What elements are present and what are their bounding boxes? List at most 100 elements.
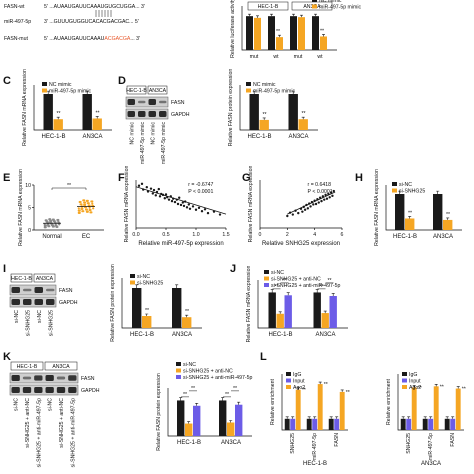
error-bar — [229, 420, 233, 423]
blot-lane-label: si-NC — [14, 398, 20, 411]
data-point — [92, 207, 95, 210]
bar — [182, 317, 192, 328]
data-point — [164, 193, 168, 196]
significance-stars: ** — [185, 309, 189, 315]
blot-header-label: HEC-1-B — [11, 276, 32, 282]
y-axis-label: Relative FASN mRNA expression — [248, 166, 254, 243]
significance-stars: ** — [262, 112, 266, 118]
blot-strip — [9, 296, 57, 308]
error-bar — [318, 381, 322, 385]
error-bar — [434, 384, 438, 387]
comparison-bracket — [51, 187, 87, 190]
data-point — [200, 210, 204, 213]
x-tick-label: wt — [317, 54, 323, 60]
blot-header-label: HEC-1-B — [126, 88, 147, 94]
data-point — [191, 205, 195, 208]
data-point — [50, 219, 53, 222]
comparison-bracket — [317, 282, 334, 290]
blot-band — [45, 387, 54, 393]
fasn-mut-seq-part-a: 5' ...AUAAUGAUUCAAAU — [44, 36, 105, 42]
blot-strip — [9, 384, 79, 396]
y-axis-label: Relative FASN mRNA expression — [18, 169, 24, 246]
blot-strip — [125, 108, 169, 120]
data-point — [328, 196, 331, 199]
error-bar — [329, 416, 333, 419]
data-point — [86, 210, 89, 213]
error-bar — [307, 416, 311, 419]
bar — [142, 316, 152, 328]
significance-stars: ** — [346, 390, 350, 396]
chart-g: Relative FASN mRNA expression 0 2 4 6 r = 0.6… — [248, 166, 344, 247]
blot-header-box — [44, 361, 78, 371]
panel-label-k: K — [3, 351, 11, 363]
blot-band — [11, 387, 20, 393]
bar — [92, 118, 102, 130]
bar — [219, 400, 227, 436]
blot-lane-label: si-NC — [48, 398, 54, 411]
blot-band — [68, 375, 77, 381]
bar — [298, 119, 308, 130]
bar — [455, 388, 461, 430]
y-axis-label: Relative FASN mRNA expression — [374, 169, 380, 246]
x-tick-label: EC — [82, 234, 91, 240]
error-bar — [145, 313, 149, 316]
y-axis-label: Relative FASN mRNA expression — [22, 69, 28, 146]
legend-entry: miR-497-5p mimic — [253, 89, 295, 95]
bar — [312, 16, 319, 50]
error-bar — [237, 401, 241, 405]
error-bar — [278, 311, 282, 314]
bar — [320, 36, 327, 50]
y-axis-label: Relative FASN protein expression — [156, 373, 162, 451]
comparison-bracket — [181, 390, 197, 398]
fasn-mut-seq-mutated: ACGACGA — [104, 36, 130, 42]
panel-label-l: L — [260, 351, 267, 363]
legend-swatch — [402, 385, 407, 389]
data-point — [173, 200, 177, 204]
chart-d: Relative FASN protein expression ** HEC-1-… — [228, 69, 318, 146]
legend-swatch — [264, 270, 269, 274]
bar — [284, 418, 290, 430]
y-axis-label: Relative enrichment — [270, 379, 276, 425]
error-bar — [423, 416, 427, 419]
y-axis-label: Relative FASN mRNA expression — [124, 166, 130, 243]
data-point — [57, 218, 60, 222]
error-bar — [446, 217, 450, 220]
error-bar — [195, 403, 199, 406]
data-point — [187, 203, 190, 206]
error-bar — [179, 397, 183, 401]
panel-label-c: C — [3, 75, 11, 87]
data-point — [90, 211, 93, 214]
legend-entry: IgG — [409, 372, 417, 378]
legend-entry: Ago2 — [293, 385, 305, 391]
axis-lines — [281, 374, 348, 431]
error-bar — [291, 90, 295, 94]
legend-entry: NC mimic — [49, 82, 72, 88]
error-bar — [56, 116, 60, 120]
blot-band — [159, 111, 167, 117]
legend-swatch — [246, 82, 251, 86]
data-point — [306, 207, 310, 210]
significance-stars: ** — [462, 387, 466, 393]
chart-h: Relative FASN mRNA expression ** HEC-1-B **… — [374, 169, 462, 246]
legend-swatch — [176, 368, 181, 373]
mir-label: miR-497-5p — [4, 19, 31, 25]
fit-line — [135, 186, 227, 215]
error-bar — [401, 416, 405, 419]
bar — [290, 418, 296, 430]
mir-sequence: 3' ...GUUUGUGGUCACACGACGAC... 5' — [44, 19, 139, 25]
blot-lane-label: si-SNHG25 — [48, 310, 54, 336]
blot-row-label: FASN — [81, 376, 95, 382]
group-label: HEC-1-B — [258, 4, 279, 10]
x-tick-label: mut — [250, 54, 259, 60]
blot-band — [127, 99, 135, 105]
bar — [422, 418, 428, 430]
axis-lines — [241, 6, 337, 51]
data-point — [297, 211, 300, 215]
chart-c: Relative FASN mRNA expression ** HEC-1-B **… — [22, 69, 112, 146]
blot-lane-label: si-NC — [14, 310, 20, 323]
legend-entry: si-NC — [399, 182, 412, 188]
legend-swatch — [42, 88, 47, 93]
panel-label-f: F — [118, 172, 125, 184]
bar — [295, 389, 301, 430]
error-bar — [315, 289, 319, 293]
